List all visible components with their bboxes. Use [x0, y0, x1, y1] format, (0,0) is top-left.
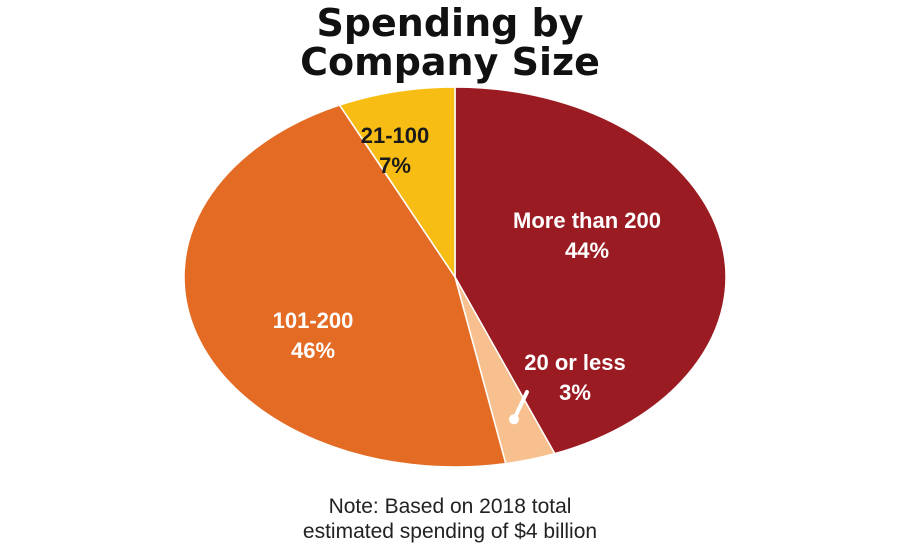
chart-title-line-2: Company Size [300, 40, 600, 84]
slice-value-101-200: 46% [291, 338, 335, 363]
slice-value-20-or-less: 3% [559, 380, 591, 405]
pie-slice-more-than-200 [454, 86, 727, 455]
chart-note-line-2: estimated spending of $4 billion [302, 520, 598, 543]
leader-line-20-or-less [512, 390, 529, 422]
slice-label-21-100: 21-100 [361, 123, 430, 148]
pie-slice-101-200 [183, 104, 507, 468]
pie-labels: More than 200 44% 20 or less 3% 101-200 46% 21… [273, 123, 661, 425]
chart-title: Spending by Company Size [0, 4, 900, 82]
pie-slice-21-100 [338, 86, 456, 280]
slice-label-20-or-less: 20 or less [524, 350, 626, 375]
chart-note-line-1: Note: Based on 2018 total [328, 495, 572, 518]
pie-slices [183, 86, 727, 468]
slice-label-101-200: 101-200 [273, 308, 354, 333]
slice-value-more-than-200: 44% [565, 238, 609, 263]
slice-value-21-100: 7% [379, 153, 411, 178]
chart-title-line-1: Spending by [316, 1, 584, 45]
leader-dot-20-or-less [509, 414, 519, 425]
slice-label-more-than-200: More than 200 [513, 208, 661, 233]
chart-note: Note: Based on 2018 total estimated spen… [0, 494, 900, 544]
